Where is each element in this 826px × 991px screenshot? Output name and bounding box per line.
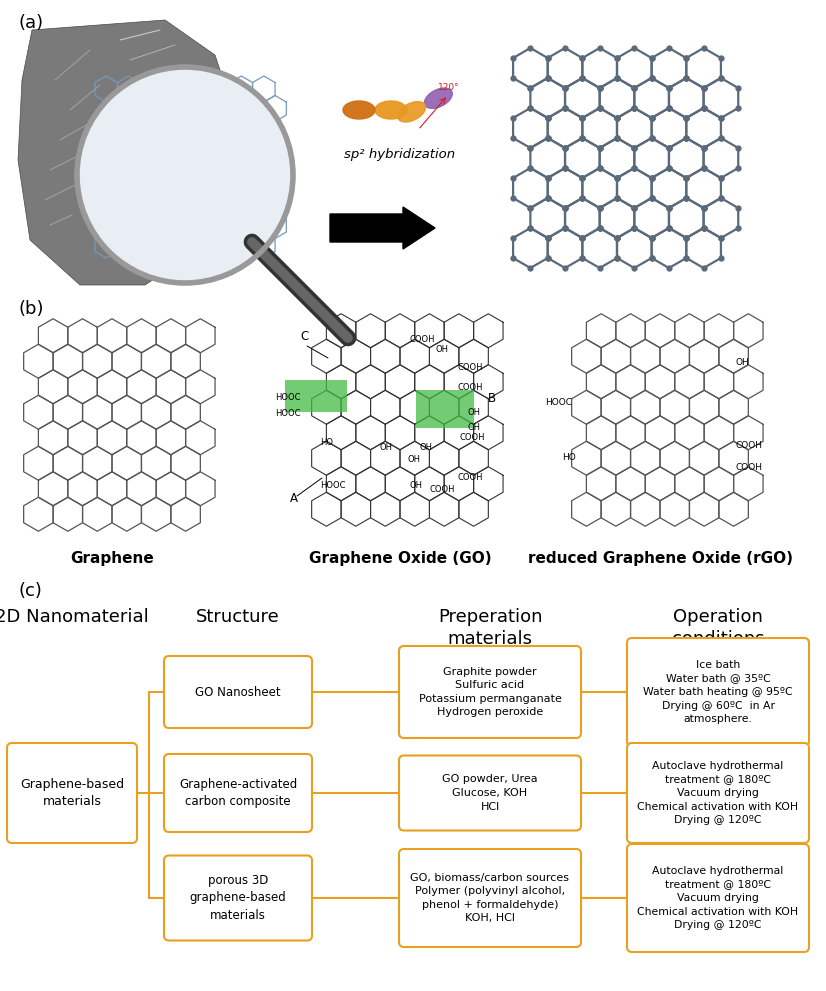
Text: COOH: COOH xyxy=(410,335,435,344)
Polygon shape xyxy=(343,101,375,119)
Text: 120°: 120° xyxy=(438,83,459,92)
Polygon shape xyxy=(398,102,425,122)
Text: Graphene: Graphene xyxy=(70,550,154,566)
Text: (a): (a) xyxy=(18,14,43,32)
Text: OH: OH xyxy=(408,455,421,464)
Text: HOOC: HOOC xyxy=(275,409,301,418)
Text: GO, biomass/carbon sources
Polymer (polyvinyl alcohol,
phenol + formaldehyde)
KO: GO, biomass/carbon sources Polymer (poly… xyxy=(411,873,569,924)
Text: Graphite powder
Sulfuric acid
Potassium permanganate
Hydrogen peroxide: Graphite powder Sulfuric acid Potassium … xyxy=(419,667,562,717)
Polygon shape xyxy=(18,20,235,285)
Text: (b): (b) xyxy=(18,300,44,318)
FancyBboxPatch shape xyxy=(416,390,474,428)
FancyBboxPatch shape xyxy=(399,646,581,738)
Text: sp² hybridization: sp² hybridization xyxy=(344,148,456,161)
Text: OH: OH xyxy=(410,481,423,490)
Text: B: B xyxy=(488,392,496,405)
Text: 2D Nanomaterial: 2D Nanomaterial xyxy=(0,608,149,626)
FancyBboxPatch shape xyxy=(627,743,809,843)
Text: reduced Graphene Oxide (rGO): reduced Graphene Oxide (rGO) xyxy=(528,550,792,566)
Text: HO: HO xyxy=(562,453,576,462)
Text: A: A xyxy=(290,492,298,505)
Text: COOH: COOH xyxy=(458,363,483,372)
Text: HOOC: HOOC xyxy=(275,393,301,402)
FancyArrow shape xyxy=(330,207,435,249)
FancyBboxPatch shape xyxy=(7,743,137,843)
FancyBboxPatch shape xyxy=(164,754,312,832)
Text: COOH: COOH xyxy=(458,383,483,392)
Text: GO Nanosheet: GO Nanosheet xyxy=(195,686,281,699)
Text: OH: OH xyxy=(420,443,433,452)
Text: COOH: COOH xyxy=(430,485,455,494)
Text: HO: HO xyxy=(320,438,333,447)
Text: Graphene-activated
carbon composite: Graphene-activated carbon composite xyxy=(179,778,297,809)
Text: Graphene Oxide (GO): Graphene Oxide (GO) xyxy=(309,550,491,566)
FancyBboxPatch shape xyxy=(627,638,809,746)
Text: Structure: Structure xyxy=(196,608,280,626)
Polygon shape xyxy=(425,88,453,108)
FancyBboxPatch shape xyxy=(164,656,312,728)
Text: OH: OH xyxy=(380,443,393,452)
Text: Ice bath
Water bath @ 35ºC
Water bath heating @ 95ºC
Drying @ 60ºC  in Ar
atmosp: Ice bath Water bath @ 35ºC Water bath he… xyxy=(643,660,793,724)
Text: OH: OH xyxy=(468,408,481,417)
Text: Preperation
materials: Preperation materials xyxy=(438,608,542,648)
FancyBboxPatch shape xyxy=(399,755,581,830)
FancyBboxPatch shape xyxy=(285,380,347,412)
Text: porous 3D
graphene-based
materials: porous 3D graphene-based materials xyxy=(190,874,287,922)
FancyBboxPatch shape xyxy=(399,849,581,947)
Text: COOH: COOH xyxy=(458,473,483,482)
Text: C: C xyxy=(300,330,308,343)
Text: GO powder, Urea
Glucose, KOH
HCl: GO powder, Urea Glucose, KOH HCl xyxy=(442,774,538,812)
Text: HOOC: HOOC xyxy=(320,481,345,490)
Polygon shape xyxy=(375,101,407,119)
Circle shape xyxy=(77,67,293,283)
Text: OH: OH xyxy=(468,423,481,432)
Text: OH: OH xyxy=(435,345,448,354)
Text: OH: OH xyxy=(735,358,748,367)
Text: HOOC: HOOC xyxy=(545,398,572,407)
FancyBboxPatch shape xyxy=(164,855,312,940)
Text: COOH: COOH xyxy=(735,441,762,450)
Text: Graphene-based
materials: Graphene-based materials xyxy=(20,778,124,809)
Text: Autoclave hydrothermal
treatment @ 180ºC
Vacuum drying
Chemical activation with : Autoclave hydrothermal treatment @ 180ºC… xyxy=(638,761,799,826)
FancyBboxPatch shape xyxy=(627,844,809,952)
Text: Operation
conditions: Operation conditions xyxy=(672,608,764,648)
Text: COOH: COOH xyxy=(735,463,762,472)
Text: (c): (c) xyxy=(18,582,42,600)
Text: COOH: COOH xyxy=(460,433,486,442)
Text: Autoclave hydrothermal
treatment @ 180ºC
Vacuum drying
Chemical activation with : Autoclave hydrothermal treatment @ 180ºC… xyxy=(638,866,799,931)
